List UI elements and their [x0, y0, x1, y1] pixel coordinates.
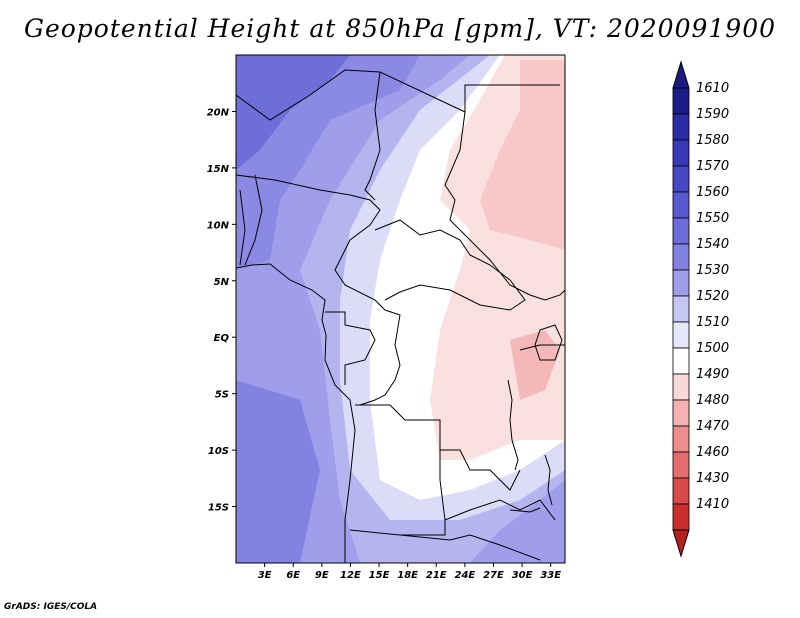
border-angola-zambia — [349, 450, 446, 536]
lake-tanganyika — [507, 379, 519, 471]
colorbar-swatch — [672, 503, 690, 531]
colorbar-swatch — [672, 399, 690, 427]
x-tick-label: 24E — [454, 570, 475, 581]
x-tick-label: 6E — [286, 570, 300, 581]
lake-victoria — [534, 324, 563, 361]
border-zambia-zimbabwe — [444, 499, 556, 521]
border-chad-sudan — [444, 111, 531, 296]
colorbar-bottom-triangle — [672, 529, 690, 558]
border-namibia-botswana — [399, 534, 541, 561]
border-east-africa — [529, 289, 565, 301]
colorbar-label: 1610 — [696, 81, 729, 96]
colorbar-label: 1430 — [696, 471, 729, 486]
colorbar-swatch — [672, 217, 690, 245]
border-togo — [239, 189, 246, 266]
x-tick-label: 12E — [340, 570, 361, 581]
y-tick-label: 20N — [207, 107, 230, 118]
x-tick-label: 21E — [426, 570, 447, 581]
colorbar-swatch — [672, 139, 690, 167]
colorbar-swatch — [672, 191, 690, 219]
field-1490-northeast — [480, 60, 565, 250]
colorbar-swatch — [672, 295, 690, 323]
field-1540-southeast — [470, 480, 565, 563]
border-car — [374, 219, 526, 311]
y-tick-label: 5N — [214, 277, 230, 288]
colorbar-label: 1550 — [696, 211, 729, 226]
x-tick-label: 9E — [315, 570, 329, 581]
colorbar-label: 1520 — [696, 289, 729, 304]
field-1490-lakes — [510, 330, 560, 400]
lake-malawi — [544, 454, 553, 506]
colorbar-label: 1580 — [696, 133, 729, 148]
colorbar-label: 1470 — [696, 419, 729, 434]
colorbar-swatch — [672, 451, 690, 479]
border-benin-nigeria — [244, 174, 263, 266]
coastline-west-africa — [236, 263, 356, 563]
x-tick-label: 15E — [369, 570, 390, 581]
colorbar-label: 1590 — [696, 107, 729, 122]
border-niger-chad — [364, 71, 381, 201]
border-libya-chad — [464, 84, 560, 112]
y-axis: 20N 15N 10N 5N EQ 5S 10S 15S — [207, 107, 236, 514]
border-congo-drc — [359, 309, 401, 406]
colorbar-label: 1410 — [696, 497, 729, 512]
y-tick-label: 10N — [207, 220, 230, 231]
colorbar-label: 1560 — [696, 185, 729, 200]
map-frame — [235, 54, 566, 564]
colorbar-label: 1540 — [696, 237, 729, 252]
colorbar-swatch — [672, 425, 690, 453]
y-tick-label: 5S — [215, 390, 229, 401]
border-nigeria-cameroon — [236, 174, 386, 311]
colorbar-swatch — [672, 373, 690, 401]
colorbar-label: 1510 — [696, 315, 729, 330]
border-drc-angola — [355, 404, 521, 491]
colorbar-swatch — [672, 477, 690, 505]
y-tick-label: 15S — [208, 503, 229, 514]
colorbar-swatch — [672, 87, 690, 115]
colorbar: 1610 1590 1580 1570 1560 1550 1540 1530 1520 1510… — [672, 60, 729, 558]
colorbar-swatch — [672, 165, 690, 193]
colorbar-label: 1500 — [696, 341, 729, 356]
colorbar-label: 1490 — [696, 367, 729, 382]
x-tick-label: 18E — [397, 570, 418, 581]
footer-credit: GrADS: IGES/COLA — [4, 602, 98, 612]
y-tick-label: EQ — [214, 333, 230, 344]
y-tick-label: 10S — [208, 446, 229, 457]
y-tick-label: 15N — [207, 164, 230, 175]
x-tick-label: 30E — [512, 570, 533, 581]
colorbar-label: 1530 — [696, 263, 729, 278]
colorbar-label: 1460 — [696, 445, 729, 460]
border-gabon — [325, 311, 376, 385]
colorbar-swatch — [672, 269, 690, 297]
colorbar-swatch — [672, 321, 690, 349]
colorbar-swatch — [672, 243, 690, 271]
x-tick-label: 33E — [540, 570, 561, 581]
colorbar-swatch — [672, 113, 690, 141]
x-axis: 3E 6E 9E 12E 15E 18E 21E 24E 27E 30E 33E — [258, 563, 561, 581]
border-uganda-tanzania — [519, 344, 565, 351]
border-algeria-niger — [236, 69, 466, 121]
colorbar-label: 1570 — [696, 159, 729, 174]
colorbar-swatch — [672, 347, 690, 375]
x-tick-label: 3E — [258, 570, 272, 581]
lake-kariba — [509, 507, 541, 513]
x-tick-label: 27E — [483, 570, 504, 581]
field-1540-southwest — [236, 380, 320, 563]
field-1560-northwest — [236, 55, 350, 170]
height-field — [236, 55, 565, 563]
colorbar-label: 1480 — [696, 393, 729, 408]
country-boundaries — [236, 69, 565, 563]
colorbar-top-triangle — [672, 60, 690, 89]
chart-title: Geopotential Height at 850hPa [gpm], VT:… — [23, 14, 777, 43]
